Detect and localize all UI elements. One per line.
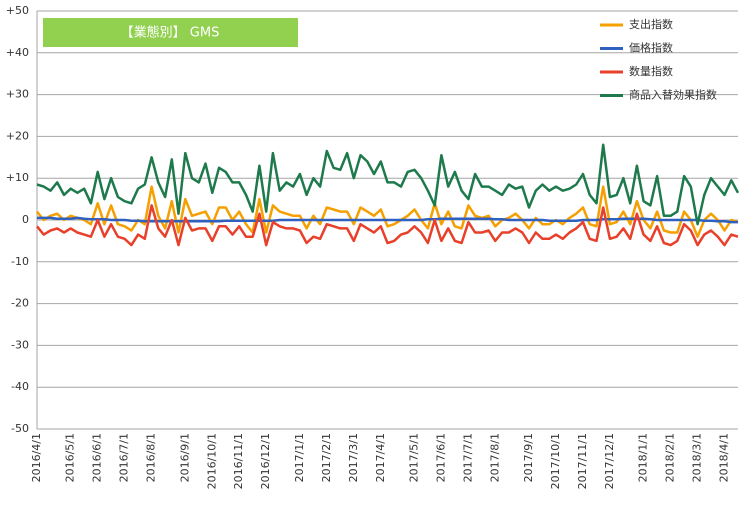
series-line <box>36 143 740 226</box>
y-tick-label: -10 <box>11 255 29 268</box>
x-tick-label: 2018/2/1 <box>664 433 677 482</box>
x-tick-label: 2016/11/1 <box>232 433 245 489</box>
x-tick-label: 2016/9/1 <box>178 433 191 482</box>
x-tick-label: 2017/1/1 <box>293 433 306 482</box>
legend-label: 支出指数 <box>629 17 673 31</box>
series-line <box>36 185 739 238</box>
x-tick-label: 2016/12/1 <box>259 433 272 489</box>
y-tick-label: +10 <box>6 171 29 184</box>
x-tick-label: 2017/7/1 <box>461 433 474 482</box>
series-line <box>36 204 739 247</box>
x-tick-label: 2016/5/1 <box>64 433 77 482</box>
y-tick-label: +30 <box>6 88 29 101</box>
legend-label: 数量指数 <box>629 64 673 78</box>
x-tick-label: 2017/11/1 <box>576 433 589 489</box>
x-tick-label: 2018/1/1 <box>637 433 650 482</box>
y-tick-label: +20 <box>6 129 29 142</box>
legend-label: 価格指数 <box>629 41 673 55</box>
x-tick-label: 2016/10/1 <box>205 433 218 489</box>
x-tick-label: 2017/12/1 <box>603 433 616 489</box>
y-tick-label: -20 <box>11 297 29 310</box>
y-tick-label: -30 <box>11 338 29 351</box>
x-tick-label: 2016/7/1 <box>118 433 131 482</box>
x-tick-label: 2017/9/1 <box>522 433 535 482</box>
x-tick-label: 2017/8/1 <box>488 433 501 482</box>
x-tick-label: 2017/10/1 <box>549 433 562 489</box>
y-tick-label: +50 <box>6 4 29 17</box>
x-tick-label: 2018/3/1 <box>691 433 704 482</box>
x-tick-label: 2018/4/1 <box>718 433 731 482</box>
x-tick-label: 2017/4/1 <box>374 433 387 482</box>
y-tick-label: +40 <box>6 46 29 59</box>
y-tick-label: 0 <box>22 213 29 226</box>
x-tick-label: 2017/3/1 <box>347 433 360 482</box>
x-tick-label: 2017/6/1 <box>434 433 447 482</box>
series-line <box>37 216 738 224</box>
x-tick-label: 2017/2/1 <box>320 433 333 482</box>
x-tick-label: 2017/5/1 <box>407 433 420 482</box>
x-tick-label: 2016/4/1 <box>30 433 43 482</box>
chart-title: 【業態別】 GMS <box>121 25 220 41</box>
y-tick-label: -50 <box>11 422 29 435</box>
legend-label: 商品入替効果指数 <box>629 88 717 102</box>
x-tick-label: 2016/6/1 <box>91 433 104 482</box>
y-tick-label: -40 <box>11 380 29 393</box>
x-tick-label: 2016/8/1 <box>145 433 158 482</box>
title-box <box>43 18 298 47</box>
